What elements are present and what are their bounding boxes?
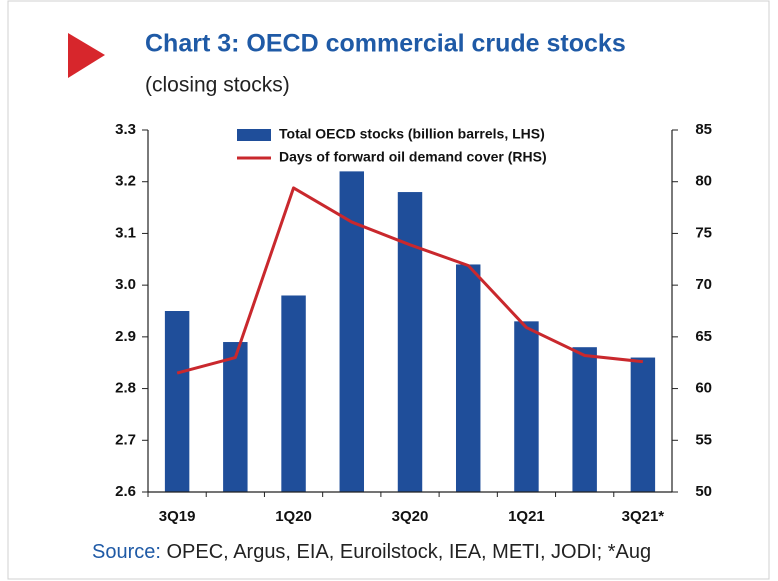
x-tick-label: 1Q20 xyxy=(275,508,312,525)
bar xyxy=(514,321,539,492)
bar xyxy=(572,347,597,492)
x-tick-label: 3Q21* xyxy=(622,508,665,525)
y2-tick-label: 70 xyxy=(695,276,712,293)
bar xyxy=(630,357,656,492)
chart-title: Chart 3: OECD commercial crude stocks xyxy=(145,30,626,58)
y-tick-label: 3.2 xyxy=(115,173,136,190)
y-tick-label: 3.3 xyxy=(115,121,136,138)
x-tick-label: 3Q19 xyxy=(159,508,196,525)
chart-subtitle: (closing stocks) xyxy=(145,74,290,97)
y2-tick-label: 55 xyxy=(695,431,712,448)
y2-tick-label: 50 xyxy=(695,483,712,500)
y2-tick-label: 65 xyxy=(695,328,712,345)
bar xyxy=(339,171,365,492)
bar xyxy=(455,264,481,492)
y2-tick-label: 85 xyxy=(695,121,712,138)
source: Source: OPEC, Argus, EIA, Euroilstock, I… xyxy=(92,541,651,563)
bar xyxy=(223,342,248,492)
bar xyxy=(281,295,306,492)
y2-tick-label: 60 xyxy=(695,380,712,397)
y-tick-label: 2.7 xyxy=(115,431,136,448)
y-tick-label: 3.1 xyxy=(115,224,136,241)
y2-tick-label: 80 xyxy=(695,173,712,190)
title-arrow xyxy=(68,33,105,78)
bar xyxy=(397,192,423,493)
y-tick-label: 2.9 xyxy=(115,328,136,345)
y2-tick-label: 75 xyxy=(695,224,712,241)
y-tick-label: 3.0 xyxy=(115,276,136,293)
line-series xyxy=(176,186,644,375)
x-tick-label: 3Q20 xyxy=(392,508,429,525)
y-tick-label: 2.8 xyxy=(115,380,136,397)
legend-swatch xyxy=(237,129,271,141)
source-label: Source: xyxy=(92,541,161,563)
source-text: OPEC, Argus, EIA, Euroilstock, IEA, METI… xyxy=(167,541,652,563)
x-tick-label: 1Q21 xyxy=(508,508,545,525)
bar xyxy=(164,311,190,492)
legend-label: Total OECD stocks (billion barrels, LHS) xyxy=(279,126,545,142)
y-tick-label: 2.6 xyxy=(115,483,136,500)
legend-label: Days of forward oil demand cover (RHS) xyxy=(279,149,547,165)
